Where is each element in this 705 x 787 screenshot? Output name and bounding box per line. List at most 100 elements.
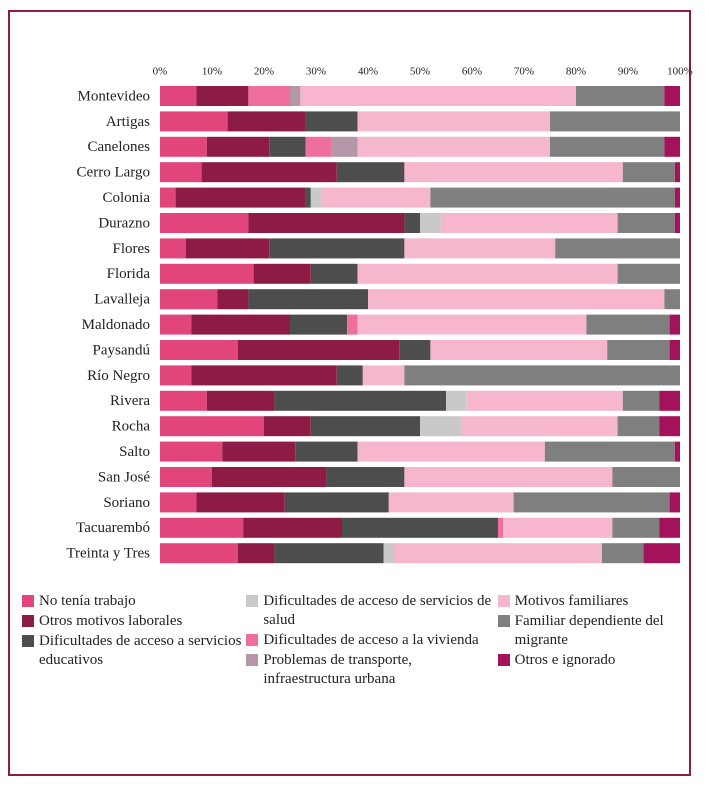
bar-segment: [607, 340, 670, 360]
category-label: Flores: [113, 241, 151, 257]
bar-segment: [466, 390, 623, 411]
category-label: Río Negro: [87, 368, 150, 384]
bar-segment: [160, 314, 192, 335]
bar-segment: [326, 467, 405, 487]
category-label: Rocha: [112, 419, 151, 435]
bar-segment: [362, 365, 405, 386]
legend-item: Otros e ignorado: [497, 651, 702, 670]
legend-item: Familiar dependiente del migrante: [497, 612, 702, 650]
bar-segment: [664, 136, 680, 157]
bar-segment: [357, 314, 587, 335]
bar-segment: [357, 441, 545, 462]
bar-segment: [440, 213, 618, 233]
bar-segment: [430, 340, 608, 360]
bar-segment: [201, 162, 337, 183]
bar-segment: [310, 187, 322, 208]
bar-segment: [191, 365, 337, 386]
bar-segment: [160, 162, 202, 183]
bar-segment: [461, 416, 618, 437]
bar-segment: [274, 543, 384, 564]
legend-item: Motivos familiares: [497, 592, 702, 611]
bar-segment: [368, 289, 665, 310]
bar-segment: [622, 162, 675, 183]
bar-segment: [160, 136, 207, 157]
bar-segment: [659, 416, 680, 437]
legend-item: Dificultades de acceso a la vivienda: [246, 631, 497, 650]
legend-swatch: [246, 595, 259, 607]
bar-segment: [498, 517, 504, 538]
category-label: Canelones: [88, 139, 151, 155]
category-label: Paysandú: [93, 342, 151, 358]
bar-segment: [420, 416, 462, 437]
bar-segment: [160, 492, 197, 513]
legend-label: Dificultades de acceso a la vivienda: [263, 632, 479, 648]
bar-segment: [238, 543, 275, 564]
bar-segment: [227, 111, 306, 132]
bar-segment: [253, 263, 311, 284]
bar-segment: [160, 86, 197, 106]
legend-column: Dificultades de acceso de servicios de s…: [246, 592, 497, 690]
bar-segment: [248, 213, 405, 233]
bar-segment: [217, 289, 249, 310]
bar-segment: [674, 213, 680, 233]
bar-segment: [206, 136, 270, 157]
bar-segment: [160, 238, 186, 259]
legend-label: Motivos familiares: [514, 593, 629, 609]
bar-segment: [664, 86, 680, 106]
bar-segment: [160, 543, 238, 564]
bar-segment: [357, 263, 618, 284]
legend-item: Otros motivos laborales: [22, 612, 246, 631]
legend-column: No tenía trabajo Otros motivos laborales D…: [22, 592, 246, 690]
bar-segment: [612, 517, 660, 538]
category-label: Salto: [119, 444, 150, 460]
category-label: San José: [98, 469, 150, 485]
category-label: Durazno: [98, 215, 150, 231]
bar-segment: [160, 340, 238, 360]
bar-segment: [331, 136, 358, 157]
bar-segment: [674, 162, 680, 183]
bar-segment: [669, 340, 680, 360]
bar-segment: [550, 111, 680, 132]
bar-segment: [357, 111, 550, 132]
bar-segment: [669, 492, 680, 513]
legend-label: Familiar dependiente del migrante: [514, 613, 664, 648]
bar-segment: [310, 416, 420, 437]
bar-segment: [295, 441, 358, 462]
bar-segment: [243, 517, 342, 538]
legend-swatch: [497, 615, 510, 627]
bar-segment: [674, 441, 680, 462]
bar-segment: [284, 492, 389, 513]
legend-label: Problemas de transporte, infraestructura…: [263, 652, 413, 687]
category-label: Lavalleja: [94, 292, 150, 308]
bar-segment: [550, 136, 665, 157]
legend-swatch: [22, 595, 34, 607]
frame: [8, 10, 691, 776]
bar-segment: [669, 314, 680, 335]
bar-segment: [617, 416, 660, 437]
x-tick-label: 70%: [514, 66, 534, 78]
category-label: Maldonado: [82, 317, 150, 333]
legend-swatch: [22, 615, 34, 627]
bar-segment: [404, 238, 556, 259]
bar-segment: [206, 390, 275, 411]
legend-item: No tenía trabajo: [22, 592, 246, 611]
bar-segment: [513, 492, 670, 513]
bar-segment: [336, 162, 405, 183]
legend-swatch: [497, 654, 510, 666]
bar-segment: [555, 238, 680, 259]
bar-segment: [430, 187, 675, 208]
bar-segment: [160, 289, 218, 310]
category-label: Montevideo: [78, 88, 151, 104]
category-label: Florida: [107, 266, 151, 282]
bar-segment: [617, 213, 675, 233]
bar-segment: [264, 416, 311, 437]
legend: No tenía trabajo Otros motivos laborales D…: [22, 592, 702, 690]
bar-segment: [357, 136, 550, 157]
legend-column: Motivos familiares Familiar dependiente d…: [497, 592, 702, 690]
category-label: Soriano: [103, 495, 150, 511]
x-tick-label: 100%: [667, 66, 693, 78]
bar-segment: [290, 86, 301, 106]
bar-segment: [446, 390, 467, 411]
bar-segment: [612, 467, 680, 487]
